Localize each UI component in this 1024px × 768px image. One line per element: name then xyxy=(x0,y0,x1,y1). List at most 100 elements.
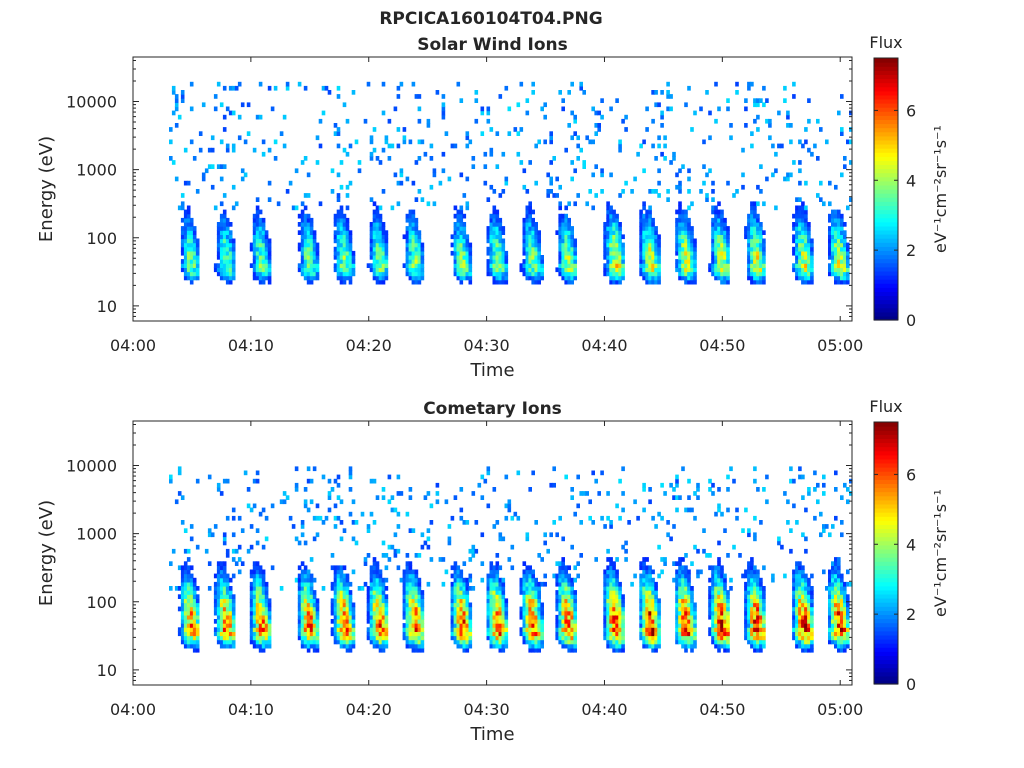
heatmap-cell xyxy=(339,610,344,616)
heatmap-cell xyxy=(720,627,724,632)
heatmap-cell xyxy=(723,238,727,244)
heatmap-cell xyxy=(372,557,377,562)
heatmap-cell xyxy=(495,614,500,620)
heatmap-cell xyxy=(297,602,302,608)
heatmap-cell xyxy=(654,189,658,194)
heatmap-cell xyxy=(753,259,757,264)
heatmap-cell xyxy=(222,639,227,645)
heatmap-cell xyxy=(417,610,422,616)
heatmap-cell xyxy=(501,577,506,583)
heatmap-cell xyxy=(642,226,646,231)
heatmap-cell xyxy=(345,255,350,260)
heatmap-cell xyxy=(528,610,532,616)
heatmap-cell xyxy=(453,495,458,500)
heatmap-cell xyxy=(528,238,532,244)
heatmap-cell xyxy=(183,209,188,215)
heatmap-cell xyxy=(258,639,263,645)
heatmap-cell xyxy=(759,581,763,587)
heatmap-cell xyxy=(714,594,718,599)
heatmap-cell xyxy=(693,635,697,641)
heatmap-cell xyxy=(540,643,544,649)
heatmap-cell xyxy=(678,189,682,194)
heatmap-cell xyxy=(333,255,338,260)
heatmap-cell xyxy=(717,614,721,620)
heatmap-cell xyxy=(381,627,386,632)
heatmap-cell xyxy=(198,131,203,136)
heatmap-cell xyxy=(801,143,805,149)
heatmap-cell xyxy=(684,573,688,579)
heatmap-cell xyxy=(645,581,649,587)
heatmap-cell xyxy=(180,263,185,268)
heatmap-cell xyxy=(654,524,658,529)
heatmap-cell xyxy=(219,594,224,599)
heatmap-cell xyxy=(714,606,718,612)
heatmap-cell xyxy=(651,143,655,149)
heatmap-cell xyxy=(237,557,242,562)
heatmap-cell xyxy=(300,242,305,248)
heatmap-cell xyxy=(459,602,464,608)
heatmap-cell xyxy=(465,590,470,595)
heatmap-cell xyxy=(177,594,182,599)
heatmap-cell xyxy=(612,581,616,587)
heatmap-cell xyxy=(531,250,535,256)
heatmap-cell xyxy=(681,238,685,244)
heatmap-cell xyxy=(744,594,748,599)
heatmap-cell xyxy=(366,524,371,529)
heatmap-cell xyxy=(522,263,527,268)
heatmap-cell xyxy=(465,614,470,620)
heatmap-cell xyxy=(618,594,622,599)
heatmap-cell xyxy=(264,614,269,620)
heatmap-cell xyxy=(618,267,622,273)
heatmap-cell xyxy=(684,619,688,624)
heatmap-cell xyxy=(489,238,494,244)
heatmap-cell xyxy=(459,643,464,649)
heatmap-cell xyxy=(465,234,470,240)
heatmap-cell xyxy=(609,561,613,566)
heatmap-cell xyxy=(228,242,233,248)
heatmap-cell xyxy=(255,267,260,273)
heatmap-cell xyxy=(381,495,386,500)
heatmap-cell xyxy=(252,598,257,604)
heatmap-cell xyxy=(363,581,368,587)
heatmap-cell xyxy=(183,222,188,227)
heatmap-cell xyxy=(531,577,535,583)
heatmap-cell xyxy=(408,246,413,252)
heatmap-cell xyxy=(387,118,392,124)
heatmap-cell xyxy=(348,606,353,612)
heatmap-cell xyxy=(615,619,619,624)
heatmap-cell xyxy=(486,610,491,616)
heatmap-cell xyxy=(333,581,338,587)
heatmap-cell xyxy=(714,81,718,87)
heatmap-cell xyxy=(306,226,311,231)
heatmap-cell xyxy=(255,238,260,244)
heatmap-cell xyxy=(801,201,805,207)
heatmap-cell xyxy=(525,230,530,235)
heatmap-cell xyxy=(396,201,401,207)
heatmap-cell xyxy=(348,234,353,240)
heatmap-cell xyxy=(570,623,574,628)
heatmap-cell xyxy=(603,569,607,575)
heatmap-cell xyxy=(345,242,350,248)
heatmap-cell xyxy=(381,271,386,277)
heatmap-cell xyxy=(450,590,455,595)
heatmap-cell xyxy=(666,106,670,112)
heatmap-cell xyxy=(651,635,655,641)
heatmap-cell xyxy=(711,226,715,231)
heatmap-cell xyxy=(258,81,263,87)
heatmap-cell xyxy=(315,515,320,521)
heatmap-cell xyxy=(567,594,571,599)
heatmap-cell xyxy=(594,110,598,116)
heatmap-cell xyxy=(762,246,766,252)
heatmap-cell xyxy=(648,242,652,248)
heatmap-cell xyxy=(762,565,766,571)
heatmap-cell xyxy=(225,610,230,616)
heatmap-cell xyxy=(453,267,458,273)
heatmap-cell xyxy=(720,602,724,608)
heatmap-cell xyxy=(312,619,317,624)
heatmap-cell xyxy=(822,201,826,207)
heatmap-cell xyxy=(330,168,335,174)
heatmap-cell xyxy=(192,631,197,637)
heatmap-cell xyxy=(642,250,646,256)
heatmap-cell xyxy=(756,127,760,132)
heatmap-cell xyxy=(381,639,386,645)
